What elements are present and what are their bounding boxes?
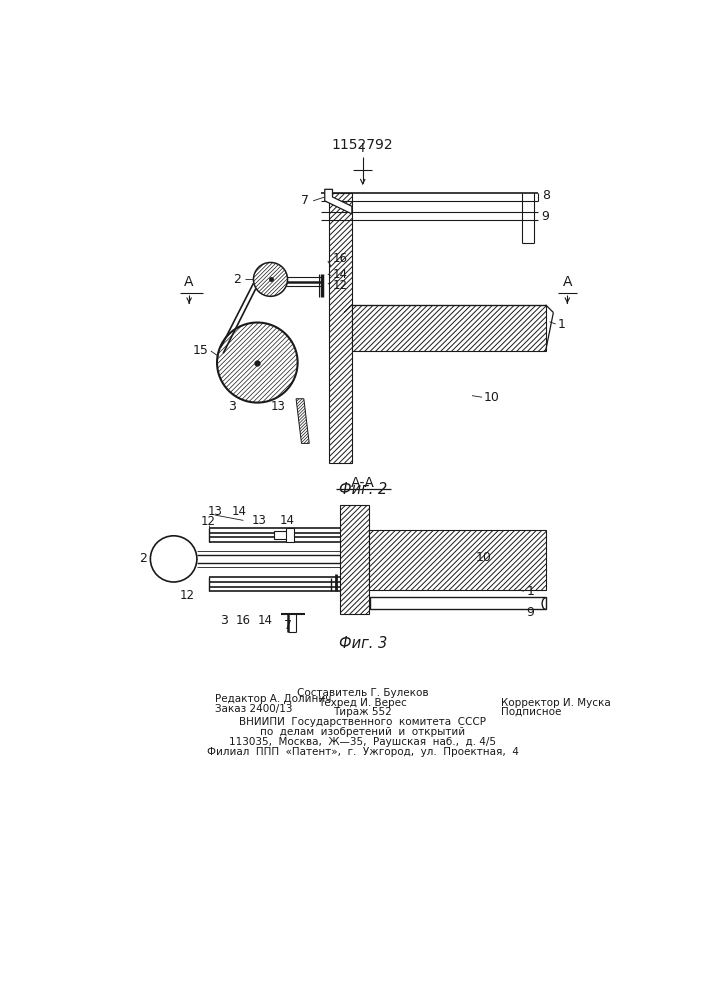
Polygon shape xyxy=(296,399,309,443)
Text: 9: 9 xyxy=(542,210,549,223)
Polygon shape xyxy=(369,530,546,590)
Polygon shape xyxy=(329,193,352,463)
Text: Фиг. 2: Фиг. 2 xyxy=(339,482,387,497)
Text: А-А: А-А xyxy=(351,476,375,490)
Text: 15: 15 xyxy=(192,344,209,358)
Text: 14: 14 xyxy=(257,614,273,627)
Text: 10: 10 xyxy=(476,551,492,564)
Text: 14: 14 xyxy=(332,267,348,280)
Text: 3: 3 xyxy=(228,400,235,413)
Text: I: I xyxy=(361,142,365,155)
Text: 14: 14 xyxy=(232,505,247,518)
Text: 12: 12 xyxy=(180,589,195,602)
Bar xyxy=(370,597,546,609)
Text: 13: 13 xyxy=(271,400,286,413)
Text: Редактор А. Долинич: Редактор А. Долинич xyxy=(215,694,331,704)
Text: 16: 16 xyxy=(236,614,251,627)
Text: 2: 2 xyxy=(233,273,241,286)
Circle shape xyxy=(217,323,298,403)
Text: А: А xyxy=(563,275,572,289)
Text: А: А xyxy=(185,275,194,289)
Text: 113035,  Москва,  Ж—35,  Раушская  наб.,  д. 4/5: 113035, Москва, Ж—35, Раушская наб., д. … xyxy=(229,737,496,747)
Text: 7: 7 xyxy=(284,619,292,632)
Polygon shape xyxy=(325,189,352,214)
Text: по  делам  изобретений  и  открытий: по делам изобретений и открытий xyxy=(260,727,465,737)
Text: 12: 12 xyxy=(332,279,348,292)
Text: Филиал  ППП  «Патент»,  г.  Ужгород,  ул.  Проектная,  4: Филиал ППП «Патент», г. Ужгород, ул. Про… xyxy=(206,747,519,757)
Text: 3: 3 xyxy=(220,614,228,627)
Text: ВНИИПИ  Государственного  комитета  СССР: ВНИИПИ Государственного комитета СССР xyxy=(239,717,486,727)
Circle shape xyxy=(253,262,288,296)
Circle shape xyxy=(151,536,197,582)
Bar xyxy=(286,528,293,542)
Text: Фиг. 3: Фиг. 3 xyxy=(339,636,387,651)
Text: 1: 1 xyxy=(526,585,534,598)
Text: Заказ 2400/13: Заказ 2400/13 xyxy=(215,704,292,714)
Text: 16: 16 xyxy=(332,252,348,265)
Text: 8: 8 xyxy=(542,189,550,202)
Polygon shape xyxy=(340,505,369,614)
Text: 2: 2 xyxy=(139,552,146,565)
Text: Техред И. Верес: Техред И. Верес xyxy=(318,698,407,708)
Text: Корректор И. Муска: Корректор И. Муска xyxy=(501,698,610,708)
Text: Подписное: Подписное xyxy=(501,707,561,717)
Text: 10: 10 xyxy=(484,391,500,404)
Text: 9: 9 xyxy=(526,606,534,619)
Polygon shape xyxy=(352,305,546,351)
Text: 13: 13 xyxy=(207,505,222,518)
Text: Составитель Г. Булеков: Составитель Г. Булеков xyxy=(297,688,428,698)
Text: 14: 14 xyxy=(279,514,294,527)
Text: 13: 13 xyxy=(252,514,267,527)
Text: 7: 7 xyxy=(301,194,310,207)
Text: 1152792: 1152792 xyxy=(332,138,394,152)
Text: Тираж 552: Тираж 552 xyxy=(333,707,392,717)
Bar xyxy=(274,531,290,539)
Text: 12: 12 xyxy=(201,515,216,528)
Text: 1: 1 xyxy=(557,318,565,331)
